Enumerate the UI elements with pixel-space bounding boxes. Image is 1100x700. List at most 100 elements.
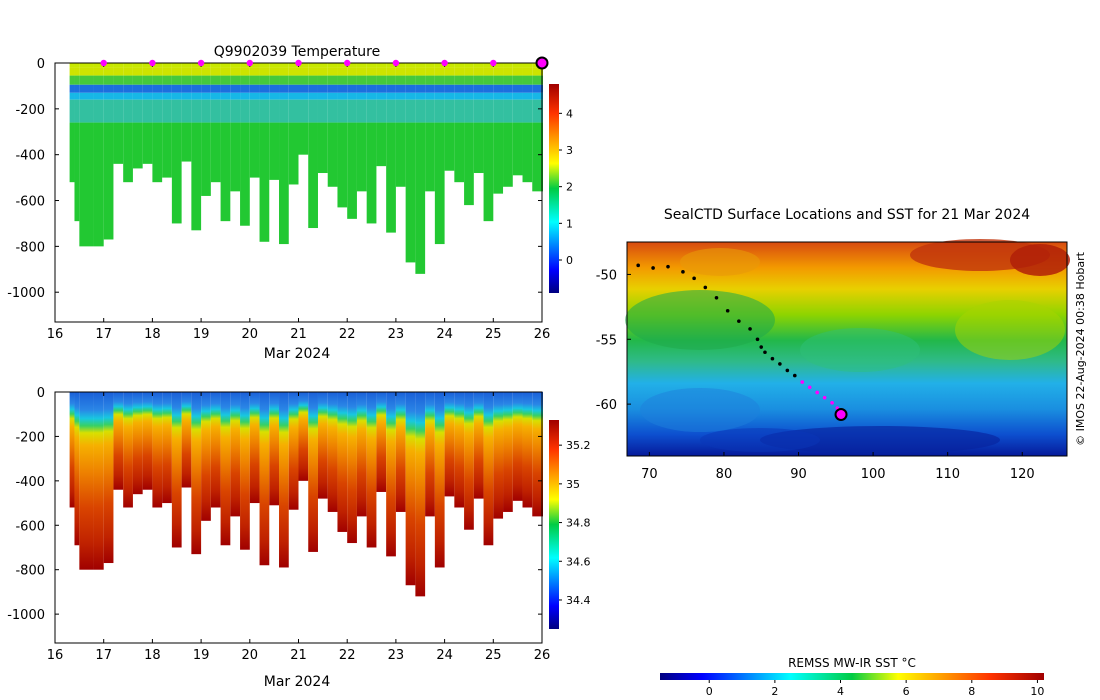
- salinity-column: [337, 392, 348, 532]
- temperature-cell: [493, 92, 504, 100]
- temperature-cell: [113, 67, 124, 76]
- track-point: [778, 362, 782, 366]
- temperature-cell: [279, 99, 289, 123]
- temperature-cell: [512, 84, 523, 93]
- salinity-column: [532, 392, 542, 517]
- temperature-cell: [201, 67, 211, 76]
- temperature-cell: [366, 75, 377, 85]
- temperature-cell: [79, 75, 94, 85]
- salinity-column: [152, 392, 163, 508]
- temperature-cell: [181, 67, 192, 76]
- temperature-x-label: Mar 2024: [264, 346, 331, 362]
- temperature-cell: [93, 75, 104, 85]
- temperature-cell: [454, 99, 465, 123]
- salinity-column: [132, 392, 143, 495]
- temperature-cell: [298, 92, 309, 100]
- colorbar-tick-label: 35: [566, 478, 580, 491]
- map-y-axis: -50 -55 -60: [596, 268, 631, 413]
- sst-texture: [700, 428, 820, 452]
- temperature-cell: [415, 122, 426, 274]
- salinity-column: [356, 392, 367, 517]
- salinity-column: [425, 392, 435, 517]
- temperature-cell: [347, 92, 357, 100]
- salinity-column: [366, 392, 377, 548]
- temperature-cell: [181, 84, 192, 93]
- temperature-cell: [288, 67, 299, 76]
- temperature-cell: [522, 75, 533, 85]
- temperature-cell: [79, 84, 94, 93]
- temperature-cell: [366, 122, 377, 224]
- temperature-cell: [376, 67, 387, 76]
- temperature-cell: [259, 63, 270, 68]
- temperature-cell: [512, 122, 523, 176]
- temperature-cell: [464, 67, 474, 76]
- temperature-cell: [191, 92, 202, 100]
- temperature-cell: [259, 92, 270, 100]
- temperature-cell: [356, 75, 367, 85]
- temperature-cell: [532, 92, 542, 100]
- salinity-column: [386, 392, 396, 557]
- surface-marker: [392, 59, 400, 67]
- temperature-cell: [464, 92, 474, 100]
- temperature-cell: [220, 99, 231, 123]
- temperature-cell: [317, 75, 328, 85]
- temperature-cell: [269, 63, 280, 68]
- temperature-cell: [298, 63, 309, 68]
- temperature-cell: [220, 122, 231, 222]
- salinity-column: [201, 392, 211, 521]
- temperature-cell: [269, 84, 280, 93]
- temperature-cell: [434, 84, 445, 93]
- salinity-column: [79, 392, 94, 570]
- temperature-cell: [415, 75, 426, 85]
- y-tick-label: -1000: [7, 286, 45, 301]
- map-y-tick-label: -55: [596, 333, 617, 348]
- temperature-cell: [444, 67, 455, 76]
- temperature-cell: [337, 122, 348, 208]
- temperature-cell: [434, 75, 445, 85]
- temperature-cell: [249, 67, 260, 76]
- temperature-cell: [473, 75, 484, 85]
- sst-texture: [800, 328, 920, 372]
- temperature-cell: [473, 99, 484, 123]
- temperature-cell: [395, 84, 406, 93]
- temperature-cell: [181, 92, 192, 100]
- surface-marker: [246, 59, 253, 67]
- temperature-cell: [522, 63, 533, 68]
- track-point: [800, 380, 805, 384]
- x-tick-label: 26: [534, 648, 551, 663]
- temperature-cell: [464, 99, 474, 123]
- temperature-cell: [201, 99, 211, 123]
- x-tick-label: 19: [193, 648, 210, 663]
- surface-marker: [490, 59, 497, 67]
- temperature-cell: [337, 63, 348, 68]
- x-tick-label: 23: [388, 648, 405, 663]
- temperature-cell: [386, 67, 396, 76]
- temperature-cell: [181, 99, 192, 123]
- temperature-cell: [308, 63, 318, 68]
- temperature-cell: [454, 92, 465, 100]
- temperature-cell: [191, 63, 202, 68]
- temperature-cell: [210, 92, 221, 100]
- temperature-cell: [308, 75, 318, 85]
- map-x-tick-label: 80: [716, 467, 733, 482]
- salinity-column: [113, 392, 124, 490]
- temperature-cell: [171, 75, 182, 85]
- temperature-cell: [162, 92, 172, 100]
- salinity-colorbar: [549, 420, 559, 629]
- temperature-cell: [473, 63, 484, 68]
- temperature-cell: [191, 122, 202, 231]
- temperature-cell: [425, 122, 435, 192]
- temperature-cell: [93, 92, 104, 100]
- y-tick-label: -200: [15, 103, 45, 118]
- track-point: [763, 350, 767, 355]
- x-tick-label: 25: [485, 327, 502, 342]
- track-point: [748, 327, 752, 331]
- x-tick-label: 16: [47, 327, 64, 342]
- temperature-cell: [171, 84, 182, 93]
- temperature-cell: [162, 63, 172, 68]
- temperature-cell: [503, 67, 513, 76]
- temperature-cell: [152, 92, 163, 100]
- temperature-cell: [347, 122, 357, 219]
- temperature-cell: [405, 122, 416, 263]
- temperature-cell: [69, 84, 75, 93]
